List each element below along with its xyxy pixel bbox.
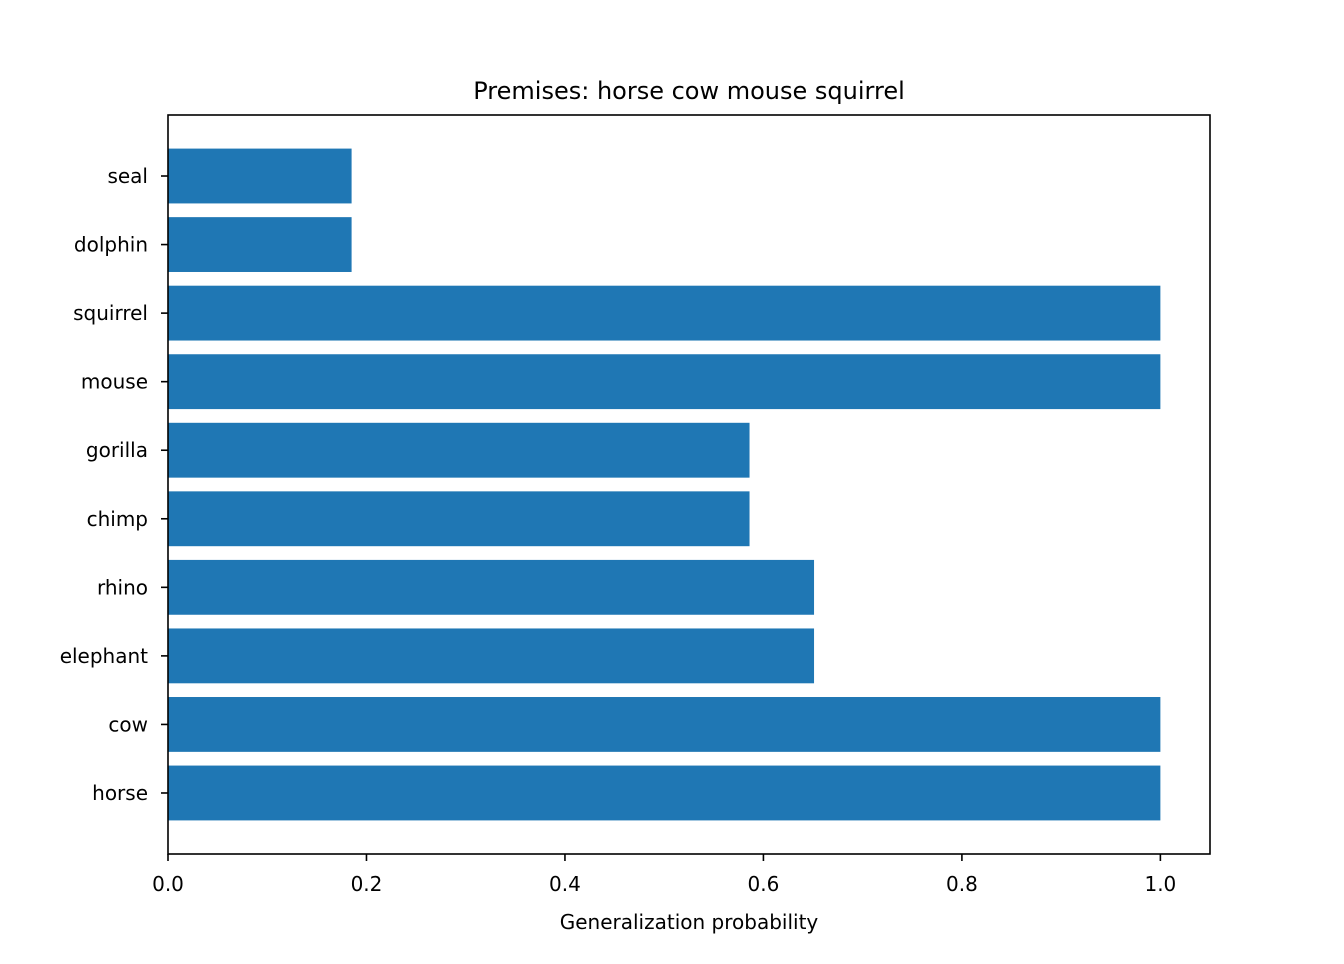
bar-chimp (168, 491, 750, 547)
y-tick-label-gorilla: gorilla (86, 438, 148, 462)
x-axis-label: Generalization probability (560, 910, 819, 934)
plot-area-frame (167, 114, 1211, 855)
x-tick-label-4: 0.8 (946, 872, 978, 896)
bar-elephant (168, 628, 815, 684)
y-tick-label-horse: horse (92, 781, 148, 805)
y-tick-label-dolphin: dolphin (74, 233, 148, 257)
chart-title: Premises: horse cow mouse squirrel (473, 77, 905, 105)
y-tick-label-rhino: rhino (97, 575, 148, 599)
x-tick-label-2: 0.4 (549, 872, 581, 896)
x-tick-label-0: 0.0 (152, 872, 184, 896)
bar-dolphin (168, 217, 352, 272)
bar-gorilla (168, 422, 750, 478)
y-tick-label-mouse: mouse (81, 370, 148, 394)
bar-squirrel (168, 285, 1161, 341)
y-tick-label-cow: cow (108, 712, 148, 736)
ticks-layer: horse cow elephant rhino chimp gorilla mouse sq… (60, 164, 1177, 896)
bar-rhino (168, 559, 815, 615)
bar-mouse (168, 354, 1161, 410)
x-tick-label-5: 1.0 (1144, 872, 1176, 896)
bar-seal (168, 148, 352, 204)
bar-cow (168, 697, 1161, 752)
y-tick-label-elephant: elephant (60, 644, 148, 668)
y-tick-label-chimp: chimp (87, 507, 148, 531)
bars-layer (168, 148, 1161, 821)
bar-horse (168, 765, 1161, 821)
y-tick-label-squirrel: squirrel (73, 301, 148, 325)
y-tick-label-seal: seal (107, 164, 148, 188)
x-tick-label-3: 0.6 (748, 872, 780, 896)
x-tick-label-1: 0.2 (351, 872, 383, 896)
